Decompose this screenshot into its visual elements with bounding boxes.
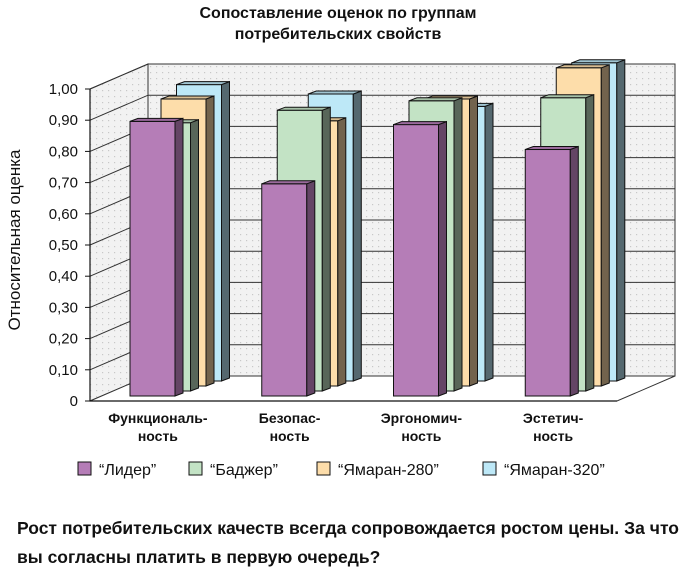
bar-side (190, 118, 199, 392)
bar (393, 120, 447, 397)
legend-label: “Баджер” (210, 462, 278, 479)
legend-swatch (482, 461, 497, 476)
bar-top (556, 64, 610, 69)
bar-side (585, 93, 595, 392)
gridline (89, 94, 675, 121)
bar-side (221, 80, 230, 382)
category-label: ность (401, 428, 441, 444)
bar-side (469, 95, 478, 387)
bar-side (174, 117, 184, 397)
bar-top (277, 106, 331, 111)
bar-top (393, 121, 447, 126)
bar-top (261, 180, 315, 185)
bar-top (525, 146, 579, 150)
chart-title: Сопоставление оценок по группам потребите… (200, 5, 477, 43)
bar-side (569, 145, 579, 397)
bar-side (484, 102, 494, 382)
bar-front (524, 149, 571, 397)
bar-side (352, 90, 362, 382)
legend-swatch (316, 461, 331, 476)
y-tick-label: 0,80 (49, 143, 78, 160)
bar-side (600, 64, 610, 387)
legend-label: “Лидер” (99, 462, 156, 479)
y-tick-label: 0,20 (49, 331, 78, 348)
bar-side (321, 106, 331, 392)
bar-front (261, 183, 308, 397)
category-label: Эстетич- (523, 410, 584, 426)
bar-top (408, 97, 463, 102)
bar-front (393, 124, 439, 397)
bar (524, 145, 579, 397)
legend: “Лидер” “Баджер” “Ямаран-280” “Ямаран-320” (77, 461, 605, 479)
bar-top (540, 94, 594, 99)
y-tick-label: 0,10 (49, 362, 78, 379)
y-tick-label: 1,00 (49, 81, 78, 98)
y-axis-label: Относительная оценка (5, 149, 24, 331)
legend-label: “Ямаран-320” (504, 462, 605, 479)
legend-swatch (77, 461, 92, 476)
y-tick-label: 0 (70, 393, 78, 410)
y-tick-label: 0,60 (49, 206, 78, 223)
bar-top (308, 90, 362, 95)
chart: Сопоставление оценок по группам потребите… (5, 5, 676, 479)
bar-top (176, 81, 230, 86)
legend-label: “Ямаран-280” (338, 462, 439, 479)
bar-side (205, 95, 215, 387)
bar-side (453, 97, 463, 392)
chart-title-line: потребительских свойств (235, 26, 442, 43)
bars (129, 59, 626, 397)
bar-top (160, 95, 215, 100)
bar-front (129, 120, 176, 397)
bar-side (616, 59, 626, 382)
question-text: Рост потребительских качеств всегда сопр… (17, 518, 679, 567)
bar-side (306, 180, 316, 397)
bar-side (337, 117, 347, 387)
chart-title-line: Сопоставление оценок по группам (200, 5, 477, 22)
category-label: ность (138, 428, 178, 444)
category-label: Эргономич- (381, 410, 463, 426)
bar-top (129, 117, 184, 122)
legend-swatch (188, 461, 203, 476)
category-label: Функциональ- (108, 410, 208, 426)
y-tick-label: 0,40 (49, 268, 78, 285)
bar-top (571, 59, 625, 64)
gridline (89, 63, 675, 90)
bar (129, 117, 184, 397)
y-tick-label: 0,70 (49, 175, 78, 192)
category-labels: Функциональ-ность Безопас-ность Эргономич-… (108, 410, 583, 444)
bar-side (438, 120, 447, 397)
bar (261, 180, 316, 397)
category-label: Безопас- (259, 410, 321, 426)
y-ticks: 0 0,10 0,20 0,30 0,40 0,50 0,60 0,70 0,80 0,90 1,0… (49, 81, 90, 410)
y-tick-label: 0,50 (49, 237, 78, 254)
y-tick-label: 0,90 (49, 112, 78, 129)
y-axis-title: Относительная оценка (5, 149, 24, 331)
category-label: ность (533, 428, 573, 444)
category-label: ность (270, 428, 310, 444)
y-tick-label: 0,30 (49, 299, 78, 316)
